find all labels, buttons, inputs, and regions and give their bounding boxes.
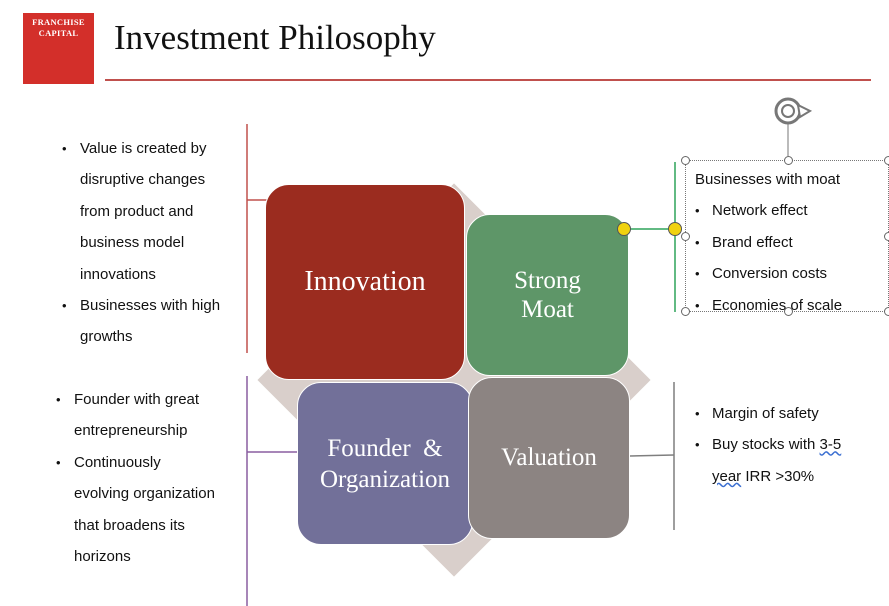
- resize-handle-top-left[interactable]: [681, 156, 690, 165]
- valuation-item-2-range: 3-5: [819, 436, 842, 454]
- resize-handle-top-right[interactable]: [884, 156, 889, 165]
- moat-heading: Businesses with moat: [695, 171, 841, 188]
- resize-handle-bottom-middle[interactable]: [784, 307, 793, 316]
- innovation-tile[interactable]: Innovation: [265, 184, 465, 380]
- moat-label-line-2: Moat: [521, 296, 574, 323]
- valuation-tile[interactable]: Valuation: [468, 377, 630, 539]
- connector-end-handle[interactable]: [668, 222, 682, 236]
- rotate-icon[interactable]: [772, 95, 814, 161]
- founder-bullet-2: Continuously evolving organization that …: [56, 447, 216, 573]
- resize-handle-bottom-left[interactable]: [681, 307, 690, 316]
- innovation-bullet-list[interactable]: Value is created by disruptive changes f…: [62, 133, 227, 353]
- valuation-textbox[interactable]: Margin of safety Buy stocks with 3-5 yea…: [695, 398, 885, 492]
- valuation-item-1: Margin of safety: [695, 398, 885, 430]
- strong-moat-tile[interactable]: Strong Moat: [466, 214, 629, 376]
- innovation-bullet-2: Businesses with high growths: [62, 290, 227, 353]
- moat-item: Economies of scale: [695, 290, 842, 322]
- founder-organization-tile[interactable]: Founder & Organization: [297, 382, 473, 545]
- moat-item: Conversion costs: [695, 258, 842, 290]
- resize-handle-bottom-right[interactable]: [884, 307, 889, 316]
- franchise-capital-logo: FRANCHISE CAPITAL: [23, 13, 94, 84]
- moat-textbox[interactable]: Businesses with moat Network effect Bran…: [695, 164, 842, 321]
- logo-line-2: CAPITAL: [38, 28, 79, 38]
- valuation-item-2-prefix: Buy stocks with: [712, 436, 820, 454]
- resize-handle-middle-left[interactable]: [681, 232, 690, 241]
- moat-item: Network effect: [695, 195, 842, 227]
- slide-title[interactable]: Investment Philosophy: [114, 18, 436, 57]
- resize-handle-middle-right[interactable]: [884, 232, 889, 241]
- moat-item: Brand effect: [695, 227, 842, 259]
- logo-line-1: FRANCHISE: [32, 17, 85, 27]
- valuation-item-2: Buy stocks with 3-5 year IRR >30%: [695, 429, 885, 492]
- founder-bullet-1: Founder with great entrepreneurship: [56, 384, 216, 447]
- valuation-item-2-year: year: [712, 467, 742, 485]
- title-underline-rule: [105, 79, 871, 81]
- founder-bullet-list[interactable]: Founder with great entrepreneurship Cont…: [56, 384, 216, 572]
- founder-label-line-2: Organization: [319, 465, 451, 493]
- connector-start-handle[interactable]: [617, 222, 631, 236]
- innovation-bullet-1: Value is created by disruptive changes f…: [62, 133, 227, 290]
- valuation-item-2-suffix: IRR >30%: [741, 467, 815, 485]
- founder-label-line-1: Founder &: [327, 434, 443, 462]
- moat-label-line-1: Strong: [514, 267, 581, 294]
- valuation-label: Valuation: [501, 444, 597, 471]
- innovation-label: Innovation: [304, 266, 426, 297]
